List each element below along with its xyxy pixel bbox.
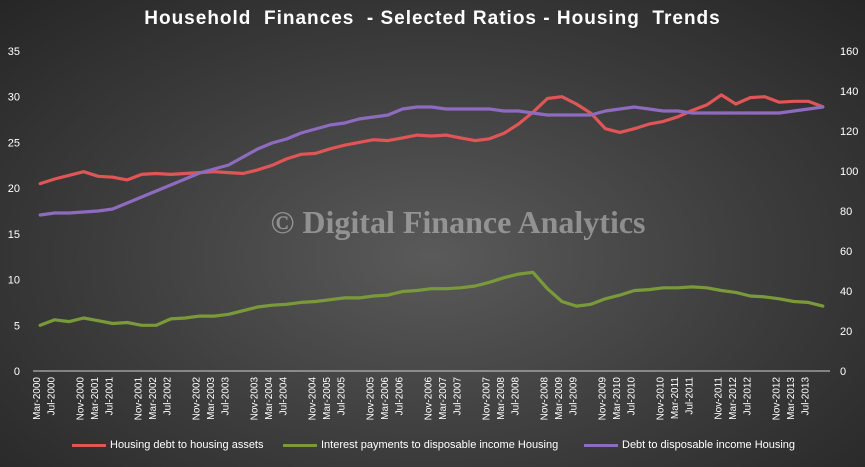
x-tick-label: Jul-2000 [47,377,58,416]
right-y-tick-label: 60 [840,246,852,258]
series-line-2 [38,105,825,217]
x-tick-label: Nov-2011 [713,377,724,420]
right-y-axis: 0 20 40 60 80 100 120 140 160 [840,46,858,378]
series-line-0 [38,93,825,186]
x-tick-label: Mar-2005 [322,377,333,420]
right-y-tick-label: 20 [840,326,852,338]
x-tick-label: Jul-2009 [568,377,579,416]
x-tick-label: Nov-2004 [308,377,319,421]
left-y-tick-label: 20 [8,183,20,195]
x-tick-label: Nov-2009 [597,377,608,421]
x-tick-label: Jul-2011 [684,377,695,415]
x-tick-label: Jul-2003 [221,377,232,416]
right-y-tick-label: 0 [840,366,846,378]
left-y-tick-label: 0 [14,366,20,378]
legend-swatch [584,443,618,447]
x-tick-label: Mar-2011 [670,377,681,419]
x-tick-label: Mar-2002 [148,377,159,420]
x-tick-label: Mar-2001 [90,377,101,420]
legend-item-interest-payments: Interest payments to disposable income H… [283,439,558,451]
x-tick-label: Jul-2008 [510,377,521,416]
left-y-tick-label: 15 [8,229,20,241]
x-tick-label: Jul-2002 [163,377,174,416]
legend-swatch [283,443,317,447]
legend-label: Debt to disposable income Housing [622,439,796,451]
x-tick-label: Nov-2012 [771,377,782,421]
x-tick-label: Nov-2006 [424,377,435,421]
legend-item-housing-debt-to-assets: Housing debt to housing assets [72,439,264,451]
legend-label: Housing debt to housing assets [110,439,264,451]
x-tick-label: Nov-2005 [366,377,377,421]
x-tick-label: Nov-2008 [539,377,550,421]
x-tick-label: Nov-2002 [192,377,203,421]
x-tick-label: Mar-2013 [786,377,797,420]
left-y-tick-label: 30 [8,92,20,104]
chart-title: Household Finances - Selected Ratios - H… [144,8,721,29]
x-tick-label: Mar-2012 [728,377,739,420]
right-y-tick-label: 100 [840,166,858,178]
x-tick-label: Mar-2007 [438,377,449,420]
x-tick-label: Jul-2006 [395,377,406,416]
watermark: © Digital Finance Analytics [270,204,646,240]
left-y-axis: 0 5 10 15 20 25 30 35 [8,46,20,378]
x-tick-label: Mar-2000 [32,377,43,420]
right-y-tick-label: 80 [840,206,852,218]
x-tick-label: Mar-2009 [554,377,565,420]
right-y-tick-label: 120 [840,126,858,138]
x-tick-label: Nov-2007 [481,377,492,421]
x-tick-label: Jul-2004 [279,377,290,416]
series-layer [38,93,825,327]
x-tick-label: Nov-2001 [134,377,145,421]
x-tick-label: Mar-2010 [612,377,623,420]
x-tick-label: Jul-2001 [105,377,116,416]
x-tick-label: Mar-2004 [264,377,275,420]
left-y-tick-label: 10 [8,275,20,287]
x-tick-label: Jul-2007 [452,377,463,416]
legend-swatch [72,443,106,447]
legend-item-debt-to-income: Debt to disposable income Housing [584,439,795,451]
legend: Housing debt to housing assets Interest … [0,439,865,457]
x-tick-label: Jul-2005 [337,377,348,416]
x-tick-label: Jul-2012 [742,377,753,416]
x-tick-label: Mar-2008 [496,377,507,420]
series-line-1 [38,270,825,327]
right-y-tick-label: 140 [840,86,858,98]
right-y-tick-label: 40 [840,286,852,298]
x-axis: Mar-2000 Jul-2000 Nov-2000 Mar-2001 Jul-2001… [32,370,830,421]
x-tick-label: Mar-2003 [206,377,217,420]
x-tick-label: Nov-2000 [76,377,87,421]
left-y-tick-label: 5 [14,320,20,332]
left-y-tick-label: 25 [8,137,20,149]
x-tick-label: Nov-2010 [655,377,666,421]
left-y-tick-label: 35 [8,46,20,58]
x-tick-label: Mar-2006 [380,377,391,420]
x-tick-label: Nov-2003 [250,377,261,421]
x-tick-label: Jul-2010 [626,377,637,416]
x-tick-label: Jul-2013 [800,377,811,416]
legend-label: Interest payments to disposable income H… [321,439,559,451]
right-y-tick-label: 160 [840,46,858,58]
